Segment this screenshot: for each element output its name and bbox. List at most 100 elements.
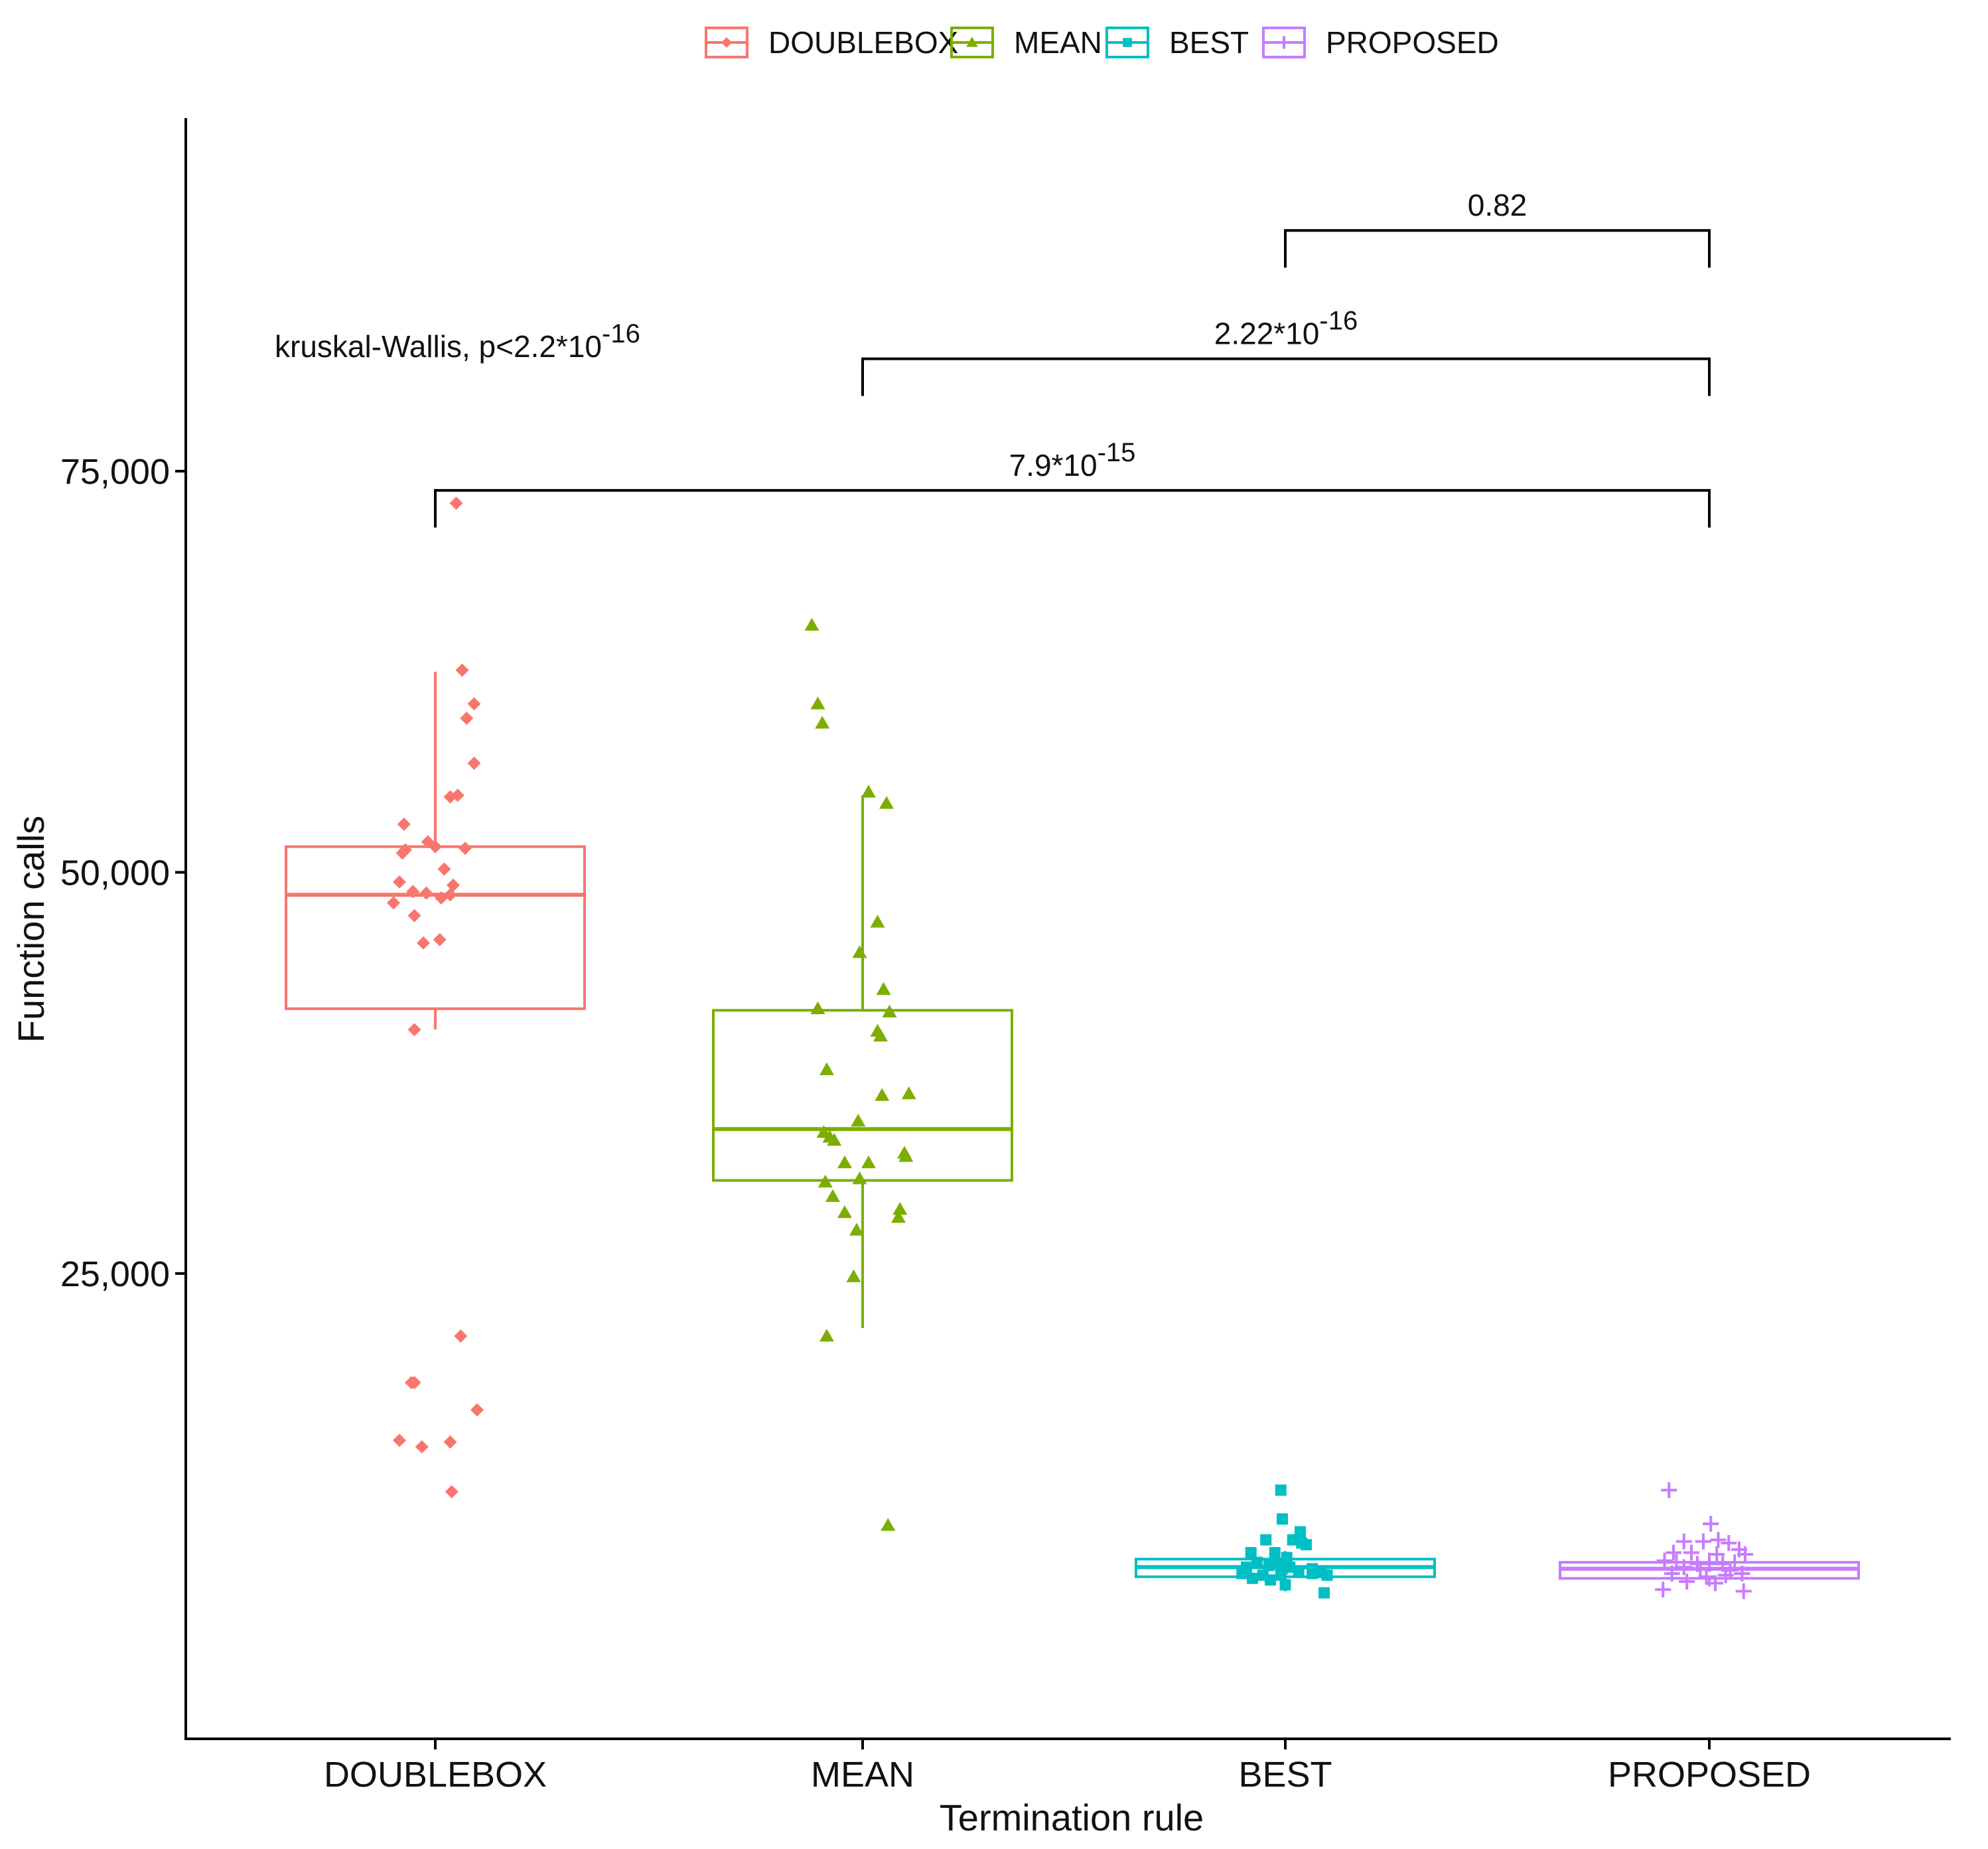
point-best <box>1265 1574 1276 1586</box>
point-best <box>1307 1568 1318 1580</box>
box-doublebox <box>285 672 586 1030</box>
point-mean <box>870 915 885 928</box>
point-mean <box>817 1175 833 1188</box>
point-doublebox <box>415 1440 429 1453</box>
comparison-label-base: 2.22*10 <box>1214 317 1320 351</box>
point-doublebox <box>419 886 433 900</box>
point-mean <box>891 1210 906 1223</box>
point-best <box>1293 1566 1305 1578</box>
point-doublebox <box>407 909 421 923</box>
point-best <box>1245 1547 1257 1559</box>
x-tick-label: PROPOSED <box>1608 1755 1811 1795</box>
point-mean <box>846 1269 861 1282</box>
x-tick-label: DOUBLEBOX <box>324 1755 547 1795</box>
point-doublebox <box>454 1329 468 1343</box>
point-mean <box>875 1088 890 1101</box>
comparison-label-exponent: -16 <box>1319 307 1358 336</box>
x-axis-title: Termination rule <box>940 1797 1204 1838</box>
point-doublebox <box>447 878 460 892</box>
point-best <box>1321 1569 1333 1581</box>
point-mean <box>852 1171 867 1185</box>
x-tick-label: MEAN <box>811 1755 914 1795</box>
point-proposed <box>1734 1565 1750 1582</box>
point-doublebox <box>443 888 457 902</box>
point-doublebox <box>459 842 472 855</box>
point-mean <box>819 1062 834 1076</box>
legend-key-marker <box>1277 36 1291 49</box>
point-mean <box>804 618 819 631</box>
annotations: kruskal-Wallis, p<2.2*10-16 0.82 2.22*10-1… <box>275 188 1711 528</box>
point-mean <box>892 1202 908 1215</box>
point-best <box>1260 1534 1272 1546</box>
comparison-label-base: 0.82 <box>1468 188 1527 222</box>
legend-key-marker <box>966 37 978 47</box>
axes: Termination rule Function calls <box>10 118 1951 1838</box>
point-doublebox <box>460 711 474 725</box>
point-mean <box>837 1155 852 1169</box>
data-points <box>387 496 1753 1599</box>
point-best <box>1251 1556 1263 1568</box>
point-best <box>1277 1513 1288 1525</box>
point-proposed <box>1655 1582 1671 1598</box>
point-doublebox <box>470 1403 484 1417</box>
point-proposed <box>1675 1533 1692 1550</box>
point-doublebox <box>405 1376 418 1390</box>
point-mean <box>861 784 876 798</box>
comparison-bracket: 2.22*10-16 <box>861 307 1711 396</box>
y-tick-label: 75,000 <box>60 452 170 492</box>
bracket-line <box>434 488 1711 528</box>
point-mean <box>876 982 891 996</box>
point-doublebox <box>449 496 463 510</box>
box-body <box>712 1009 1013 1182</box>
point-best <box>1236 1568 1248 1580</box>
legend-item-mean: MEAN <box>950 25 1102 60</box>
point-doublebox <box>467 756 481 770</box>
point-mean <box>882 1004 897 1017</box>
y-axis-title: Function calls <box>10 816 52 1043</box>
comparison-bracket: 0.82 <box>1284 188 1711 268</box>
point-best <box>1275 1569 1287 1581</box>
x-tick-label: BEST <box>1238 1755 1332 1795</box>
point-proposed <box>1707 1575 1723 1591</box>
point-proposed <box>1675 1559 1692 1576</box>
bracket-line <box>861 357 1711 396</box>
legend-label: DOUBLEBOX <box>768 25 958 60</box>
kruskal-label: kruskal-Wallis, p<2.2*10-16 <box>275 319 640 364</box>
bracket-line <box>1284 229 1711 268</box>
point-mean <box>815 715 830 729</box>
legend-label: MEAN <box>1014 25 1102 60</box>
legend-label: BEST <box>1169 25 1249 60</box>
point-doublebox <box>443 1435 457 1449</box>
point-doublebox <box>429 840 442 853</box>
comparison-bracket: 7.9*10-15 <box>434 438 1711 528</box>
point-proposed <box>1703 1516 1719 1532</box>
comparison-label: 7.9*10-15 <box>1009 438 1136 482</box>
point-proposed <box>1683 1544 1699 1561</box>
y-ticks: 25,000 50,000 75,000 <box>60 452 186 1294</box>
point-proposed <box>1717 1567 1734 1584</box>
point-best <box>1287 1534 1299 1546</box>
point-doublebox <box>393 875 406 889</box>
comparison-label-base: 7.9*10 <box>1009 448 1098 482</box>
point-mean <box>881 1518 896 1531</box>
point-doublebox <box>397 817 411 831</box>
point-proposed <box>1701 1556 1717 1572</box>
point-mean <box>810 1001 825 1015</box>
legend-key-marker <box>1123 38 1132 47</box>
point-mean <box>879 796 894 809</box>
point-doublebox <box>387 896 400 910</box>
point-proposed <box>1710 1532 1727 1548</box>
legend-item-best: BEST <box>1105 25 1249 60</box>
point-best <box>1279 1579 1291 1591</box>
point-best <box>1275 1484 1287 1496</box>
comparison-label: 2.22*10-16 <box>1214 307 1358 351</box>
point-mean <box>901 1086 916 1100</box>
boxplots <box>285 672 1860 1591</box>
point-mean <box>827 1133 842 1146</box>
point-best <box>1269 1547 1281 1559</box>
point-proposed <box>1666 1544 1681 1561</box>
point-doublebox <box>417 936 430 950</box>
point-best <box>1301 1538 1312 1550</box>
point-doublebox <box>395 846 409 860</box>
